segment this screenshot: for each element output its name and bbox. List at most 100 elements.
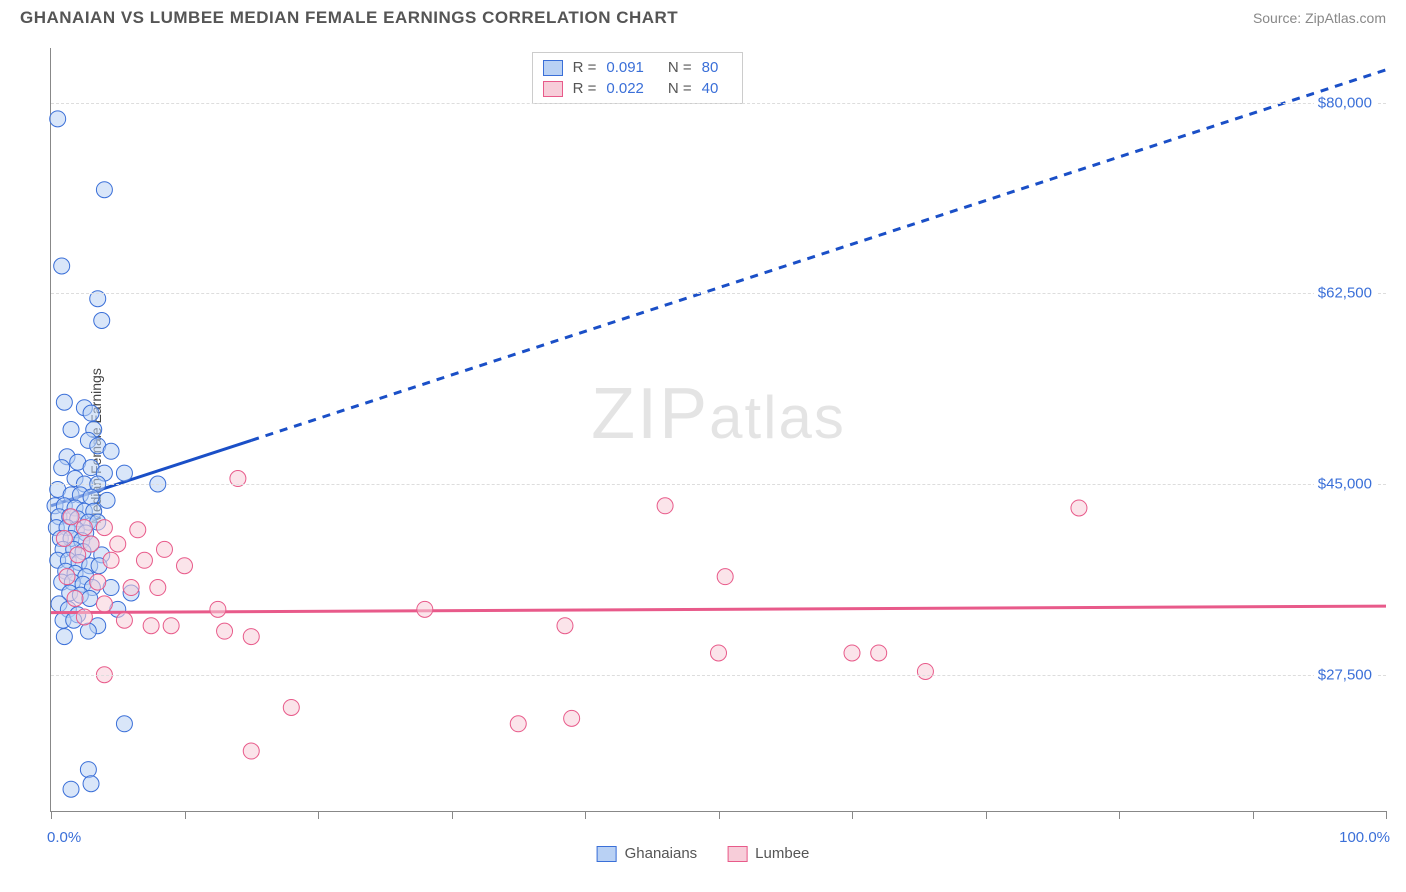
scatter-point	[123, 580, 139, 596]
scatter-point	[83, 489, 99, 505]
scatter-point	[80, 762, 96, 778]
x-tick	[51, 811, 52, 819]
gridline	[51, 293, 1386, 294]
r-value: 0.091	[606, 59, 644, 76]
x-tick	[1386, 811, 1387, 819]
gridline	[51, 675, 1386, 676]
scatter-point	[243, 743, 259, 759]
scatter-point	[210, 601, 226, 617]
y-tick-label: $27,500	[1314, 666, 1376, 683]
x-tick	[585, 811, 586, 819]
scatter-point	[150, 580, 166, 596]
n-label: N =	[668, 59, 692, 76]
scatter-point	[510, 716, 526, 732]
scatter-point	[56, 394, 72, 410]
scatter-point	[116, 465, 132, 481]
scatter-point	[56, 629, 72, 645]
scatter-point	[116, 612, 132, 628]
scatter-point	[110, 536, 126, 552]
scatter-point	[143, 618, 159, 634]
x-tick	[719, 811, 720, 819]
scatter-point	[917, 663, 933, 679]
plot-area: ZIPatlas R = 0.091 N = 80 R = 0.022 N = …	[50, 48, 1386, 812]
scatter-point	[717, 569, 733, 585]
correlation-legend-row: R = 0.091 N = 80	[543, 57, 733, 78]
x-tick	[1253, 811, 1254, 819]
scatter-point	[83, 405, 99, 421]
x-tick	[1119, 811, 1120, 819]
scatter-point	[76, 520, 92, 536]
gridline	[51, 103, 1386, 104]
scatter-point	[83, 536, 99, 552]
chart-title: GHANAIAN VS LUMBEE MEDIAN FEMALE EARNING…	[20, 8, 678, 28]
scatter-point	[59, 569, 75, 585]
scatter-point	[177, 558, 193, 574]
swatch-icon	[543, 60, 563, 76]
r-value: 0.022	[606, 80, 644, 97]
scatter-point	[50, 111, 66, 127]
scatter-point	[136, 552, 152, 568]
legend-label: Lumbee	[755, 845, 809, 862]
source-attribution: Source: ZipAtlas.com	[1253, 10, 1386, 26]
y-tick-label: $45,000	[1314, 476, 1376, 493]
series-legend: Ghanaians Lumbee	[597, 845, 810, 862]
r-label: R =	[573, 80, 597, 97]
scatter-point	[103, 552, 119, 568]
scatter-point	[63, 509, 79, 525]
trend-line-dashed	[251, 70, 1386, 441]
trend-line-solid	[51, 606, 1386, 613]
scatter-point	[217, 623, 233, 639]
scatter-point	[156, 541, 172, 557]
scatter-point	[82, 590, 98, 606]
scatter-point	[70, 547, 86, 563]
scatter-point	[94, 313, 110, 329]
scatter-point	[711, 645, 727, 661]
scatter-point	[871, 645, 887, 661]
scatter-point	[96, 596, 112, 612]
n-value: 40	[702, 80, 719, 97]
scatter-point	[103, 443, 119, 459]
scatter-point	[96, 182, 112, 198]
swatch-icon	[543, 81, 563, 97]
legend-item: Lumbee	[727, 845, 809, 862]
scatter-point	[243, 629, 259, 645]
scatter-point	[54, 460, 70, 476]
scatter-point	[844, 645, 860, 661]
chart-svg	[51, 48, 1386, 811]
scatter-point	[163, 618, 179, 634]
x-tick	[185, 811, 186, 819]
n-value: 80	[702, 59, 719, 76]
scatter-point	[657, 498, 673, 514]
legend-label: Ghanaians	[625, 845, 698, 862]
scatter-point	[90, 574, 106, 590]
x-tick	[852, 811, 853, 819]
scatter-point	[130, 522, 146, 538]
x-tick	[986, 811, 987, 819]
y-tick-label: $80,000	[1314, 94, 1376, 111]
legend-item: Ghanaians	[597, 845, 698, 862]
scatter-point	[63, 422, 79, 438]
x-min-label: 0.0%	[47, 829, 81, 846]
x-tick	[452, 811, 453, 819]
swatch-icon	[727, 846, 747, 862]
scatter-point	[96, 520, 112, 536]
gridline	[51, 484, 1386, 485]
scatter-point	[1071, 500, 1087, 516]
scatter-point	[564, 710, 580, 726]
scatter-point	[83, 776, 99, 792]
correlation-legend-row: R = 0.022 N = 40	[543, 78, 733, 99]
scatter-point	[557, 618, 573, 634]
x-tick	[318, 811, 319, 819]
scatter-point	[283, 699, 299, 715]
scatter-point	[54, 258, 70, 274]
scatter-point	[67, 590, 83, 606]
scatter-point	[116, 716, 132, 732]
swatch-icon	[597, 846, 617, 862]
scatter-point	[56, 531, 72, 547]
r-label: R =	[573, 59, 597, 76]
correlation-legend: R = 0.091 N = 80 R = 0.022 N = 40	[532, 52, 744, 104]
scatter-point	[417, 601, 433, 617]
y-tick-label: $62,500	[1314, 285, 1376, 302]
n-label: N =	[668, 80, 692, 97]
x-max-label: 100.0%	[1339, 829, 1390, 846]
